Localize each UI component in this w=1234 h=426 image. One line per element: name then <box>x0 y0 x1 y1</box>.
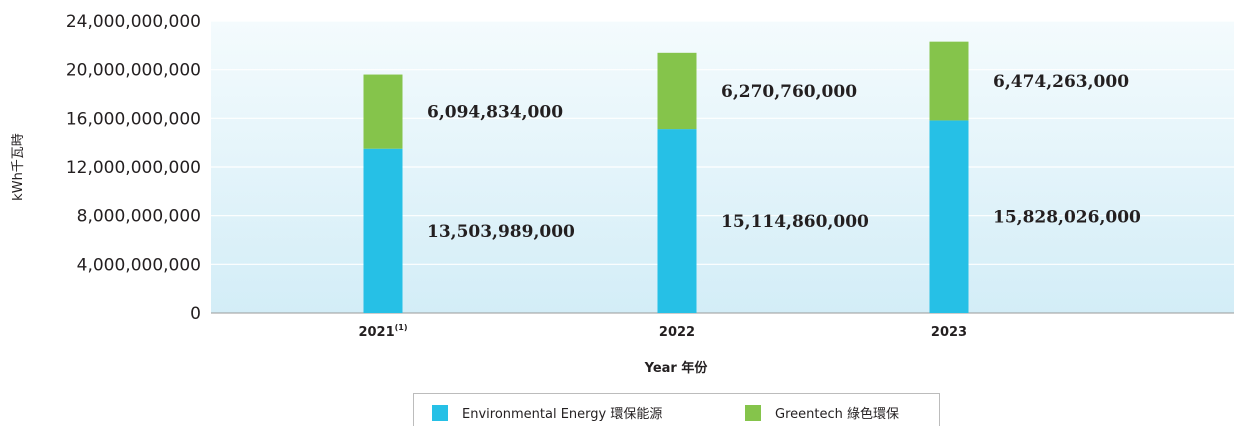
x-tick-label: 2022 <box>659 325 695 340</box>
data-label: 6,270,760,000 <box>721 82 857 102</box>
bar-greentech-2023 <box>929 41 969 121</box>
data-labels: 13,503,989,000 6,094,834,000 15,114,860,00… <box>427 72 1141 242</box>
x-axis-label: Year 年份 <box>644 360 709 376</box>
bars <box>363 41 969 313</box>
y-tick-label: 8,000,000,000 <box>77 207 201 227</box>
x-tick-label: 2023 <box>931 325 967 340</box>
x-tick-label: 2021(1) <box>358 323 407 340</box>
data-label: 13,503,989,000 <box>427 222 575 242</box>
y-tick-label: 24,000,000,000 <box>66 12 201 32</box>
y-tick-label: 20,000,000,000 <box>66 61 201 81</box>
legend: Environmental Energy 環保能源 Greentech 綠色環保 <box>413 393 940 426</box>
legend-label-environmental-energy: Environmental Energy 環保能源 <box>462 407 663 422</box>
legend-swatch-greentech <box>745 404 761 421</box>
bar-environmental-energy-2023 <box>929 120 969 313</box>
legend-swatch-environmental-energy <box>432 404 448 421</box>
y-tick-label: 16,000,000,000 <box>66 109 201 129</box>
y-tick-label: 0 <box>190 304 201 324</box>
legend-item-environmental-energy: Environmental Energy 環保能源 <box>432 403 662 422</box>
bar-environmental-energy-2022 <box>657 129 697 313</box>
chart: 0 4,000,000,000 8,000,000,000 12,000,000,00… <box>11 12 1234 376</box>
bar-greentech-2022 <box>657 52 697 130</box>
legend-item-greentech: Greentech 綠色環保 <box>745 403 899 422</box>
data-label: 15,114,860,000 <box>721 212 869 232</box>
data-label: 6,094,834,000 <box>427 103 563 123</box>
y-axis-ticks: 0 4,000,000,000 8,000,000,000 12,000,000,00… <box>66 12 201 324</box>
x-tick-footnote: (1) <box>395 323 408 332</box>
data-label: 6,474,263,000 <box>993 72 1129 92</box>
y-tick-label: 4,000,000,000 <box>77 255 201 275</box>
x-axis-ticks: 2021(1) 2022 2023 <box>358 323 967 340</box>
bar-greentech-2021 <box>363 74 403 149</box>
y-tick-label: 12,000,000,000 <box>66 158 201 178</box>
bar-environmental-energy-2021 <box>363 148 403 313</box>
y-axis-label: kWh千瓦時 <box>11 133 26 201</box>
legend-label-greentech: Greentech 綠色環保 <box>775 407 899 422</box>
data-label: 15,828,026,000 <box>993 208 1141 228</box>
